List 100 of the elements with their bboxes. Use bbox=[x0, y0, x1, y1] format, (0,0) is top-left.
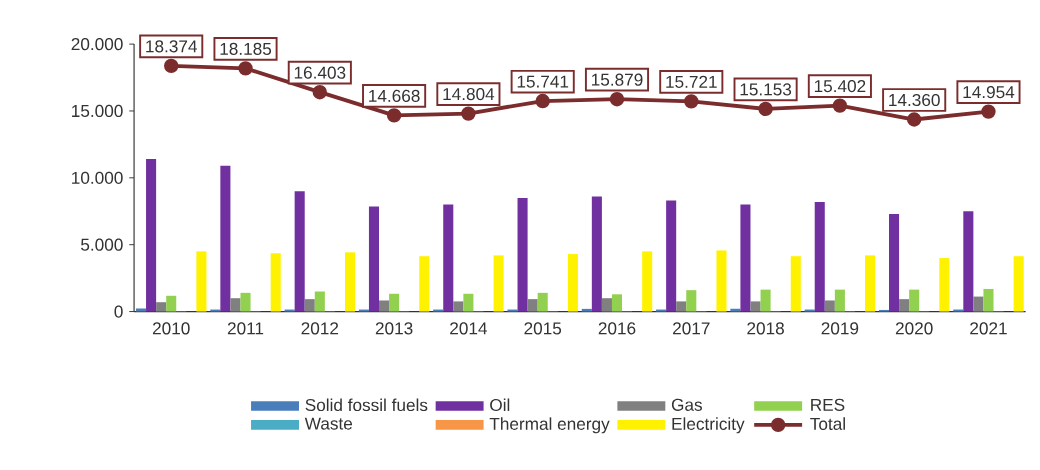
bar bbox=[270, 253, 281, 312]
bar bbox=[368, 206, 380, 312]
bar bbox=[537, 292, 548, 312]
x-tick-label: 2010 bbox=[152, 322, 190, 335]
bar bbox=[443, 204, 454, 312]
bar bbox=[196, 251, 207, 312]
bar bbox=[889, 214, 900, 312]
bar bbox=[591, 196, 602, 312]
data-label: 16.403 bbox=[294, 66, 346, 79]
y-tick-label: 20.000 bbox=[71, 38, 123, 51]
bar bbox=[676, 301, 687, 312]
bar bbox=[517, 198, 528, 312]
bar bbox=[210, 309, 221, 312]
y-tick-label: 15.000 bbox=[72, 104, 123, 118]
bar bbox=[433, 309, 444, 312]
data-label: 15.721 bbox=[666, 75, 717, 89]
x-tick-label: 2013 bbox=[375, 322, 413, 335]
bar bbox=[567, 254, 578, 312]
bar bbox=[294, 191, 305, 312]
bar bbox=[953, 309, 964, 312]
data-label: 18.185 bbox=[220, 42, 272, 56]
point bbox=[386, 108, 402, 123]
legend-label: Gas bbox=[671, 398, 702, 411]
x-tick-label: 2021 bbox=[970, 322, 1007, 335]
bar bbox=[581, 309, 592, 312]
x-tick-label: 2015 bbox=[524, 322, 562, 335]
legend-label: Oil bbox=[490, 398, 510, 412]
bar bbox=[304, 299, 315, 312]
x-tick-label: 2020 bbox=[895, 322, 933, 335]
bar bbox=[899, 299, 910, 312]
legend-label: RES bbox=[811, 398, 845, 411]
y-tick-label: 5.000 bbox=[81, 238, 123, 251]
legend-label: Thermal energy bbox=[489, 417, 610, 434]
x-tick-label: 2012 bbox=[301, 322, 339, 335]
bar bbox=[135, 308, 147, 312]
data-label: 15.741 bbox=[517, 75, 569, 88]
x-tick-label: 2011 bbox=[227, 322, 264, 335]
point bbox=[758, 101, 773, 117]
x-tick-label: 2018 bbox=[747, 322, 784, 335]
point bbox=[238, 61, 253, 76]
data-label: 14.954 bbox=[963, 86, 1015, 99]
bar bbox=[686, 290, 697, 312]
bar bbox=[666, 200, 677, 312]
bar bbox=[358, 309, 369, 312]
bar bbox=[284, 309, 295, 312]
bar bbox=[156, 302, 167, 312]
bar bbox=[656, 309, 667, 312]
bar bbox=[463, 293, 474, 312]
y-tick-label: 0 bbox=[114, 305, 123, 318]
bar bbox=[740, 204, 751, 312]
bar bbox=[642, 251, 653, 312]
bar bbox=[804, 309, 815, 312]
bar bbox=[750, 301, 761, 312]
bar bbox=[389, 293, 400, 312]
bar bbox=[865, 255, 876, 312]
bar bbox=[419, 256, 430, 312]
bar bbox=[230, 298, 241, 312]
bar bbox=[790, 256, 801, 312]
x-tick-label: 2016 bbox=[598, 322, 636, 335]
bar bbox=[166, 295, 177, 312]
bar bbox=[824, 300, 835, 312]
legend-label: Solid fossil fuels bbox=[305, 398, 428, 412]
bar bbox=[314, 291, 325, 312]
point bbox=[832, 98, 848, 113]
data-label: 14.360 bbox=[889, 94, 940, 107]
bar bbox=[507, 309, 518, 312]
bar bbox=[834, 289, 845, 312]
bar bbox=[1013, 256, 1024, 312]
legend-label: Waste bbox=[304, 417, 353, 430]
data-label: 14.804 bbox=[443, 88, 495, 101]
bar bbox=[716, 250, 727, 312]
bar bbox=[760, 289, 771, 312]
x-tick-label: 2019 bbox=[821, 322, 859, 335]
point bbox=[164, 58, 179, 74]
point bbox=[981, 104, 996, 119]
legend-label: Electricity bbox=[672, 417, 745, 434]
bar bbox=[146, 159, 157, 312]
data-label: 15.879 bbox=[592, 73, 643, 86]
bar bbox=[983, 289, 994, 312]
bar bbox=[344, 252, 356, 312]
bar bbox=[453, 301, 464, 312]
bar bbox=[601, 298, 612, 312]
legend-label: Total bbox=[810, 417, 845, 431]
point bbox=[609, 92, 625, 107]
point bbox=[535, 93, 550, 109]
bar bbox=[220, 165, 231, 312]
data-label: 18.374 bbox=[146, 40, 197, 53]
x-tick-label: 2017 bbox=[673, 322, 710, 335]
bar bbox=[814, 202, 825, 312]
point bbox=[312, 85, 327, 100]
bar bbox=[973, 296, 984, 312]
point bbox=[906, 112, 922, 127]
data-label: 14.668 bbox=[369, 89, 420, 103]
bar bbox=[909, 289, 920, 312]
bar bbox=[611, 294, 623, 312]
bar bbox=[240, 292, 251, 312]
bar bbox=[493, 255, 504, 312]
bar bbox=[379, 300, 390, 312]
bar bbox=[963, 211, 974, 312]
point bbox=[461, 106, 476, 121]
